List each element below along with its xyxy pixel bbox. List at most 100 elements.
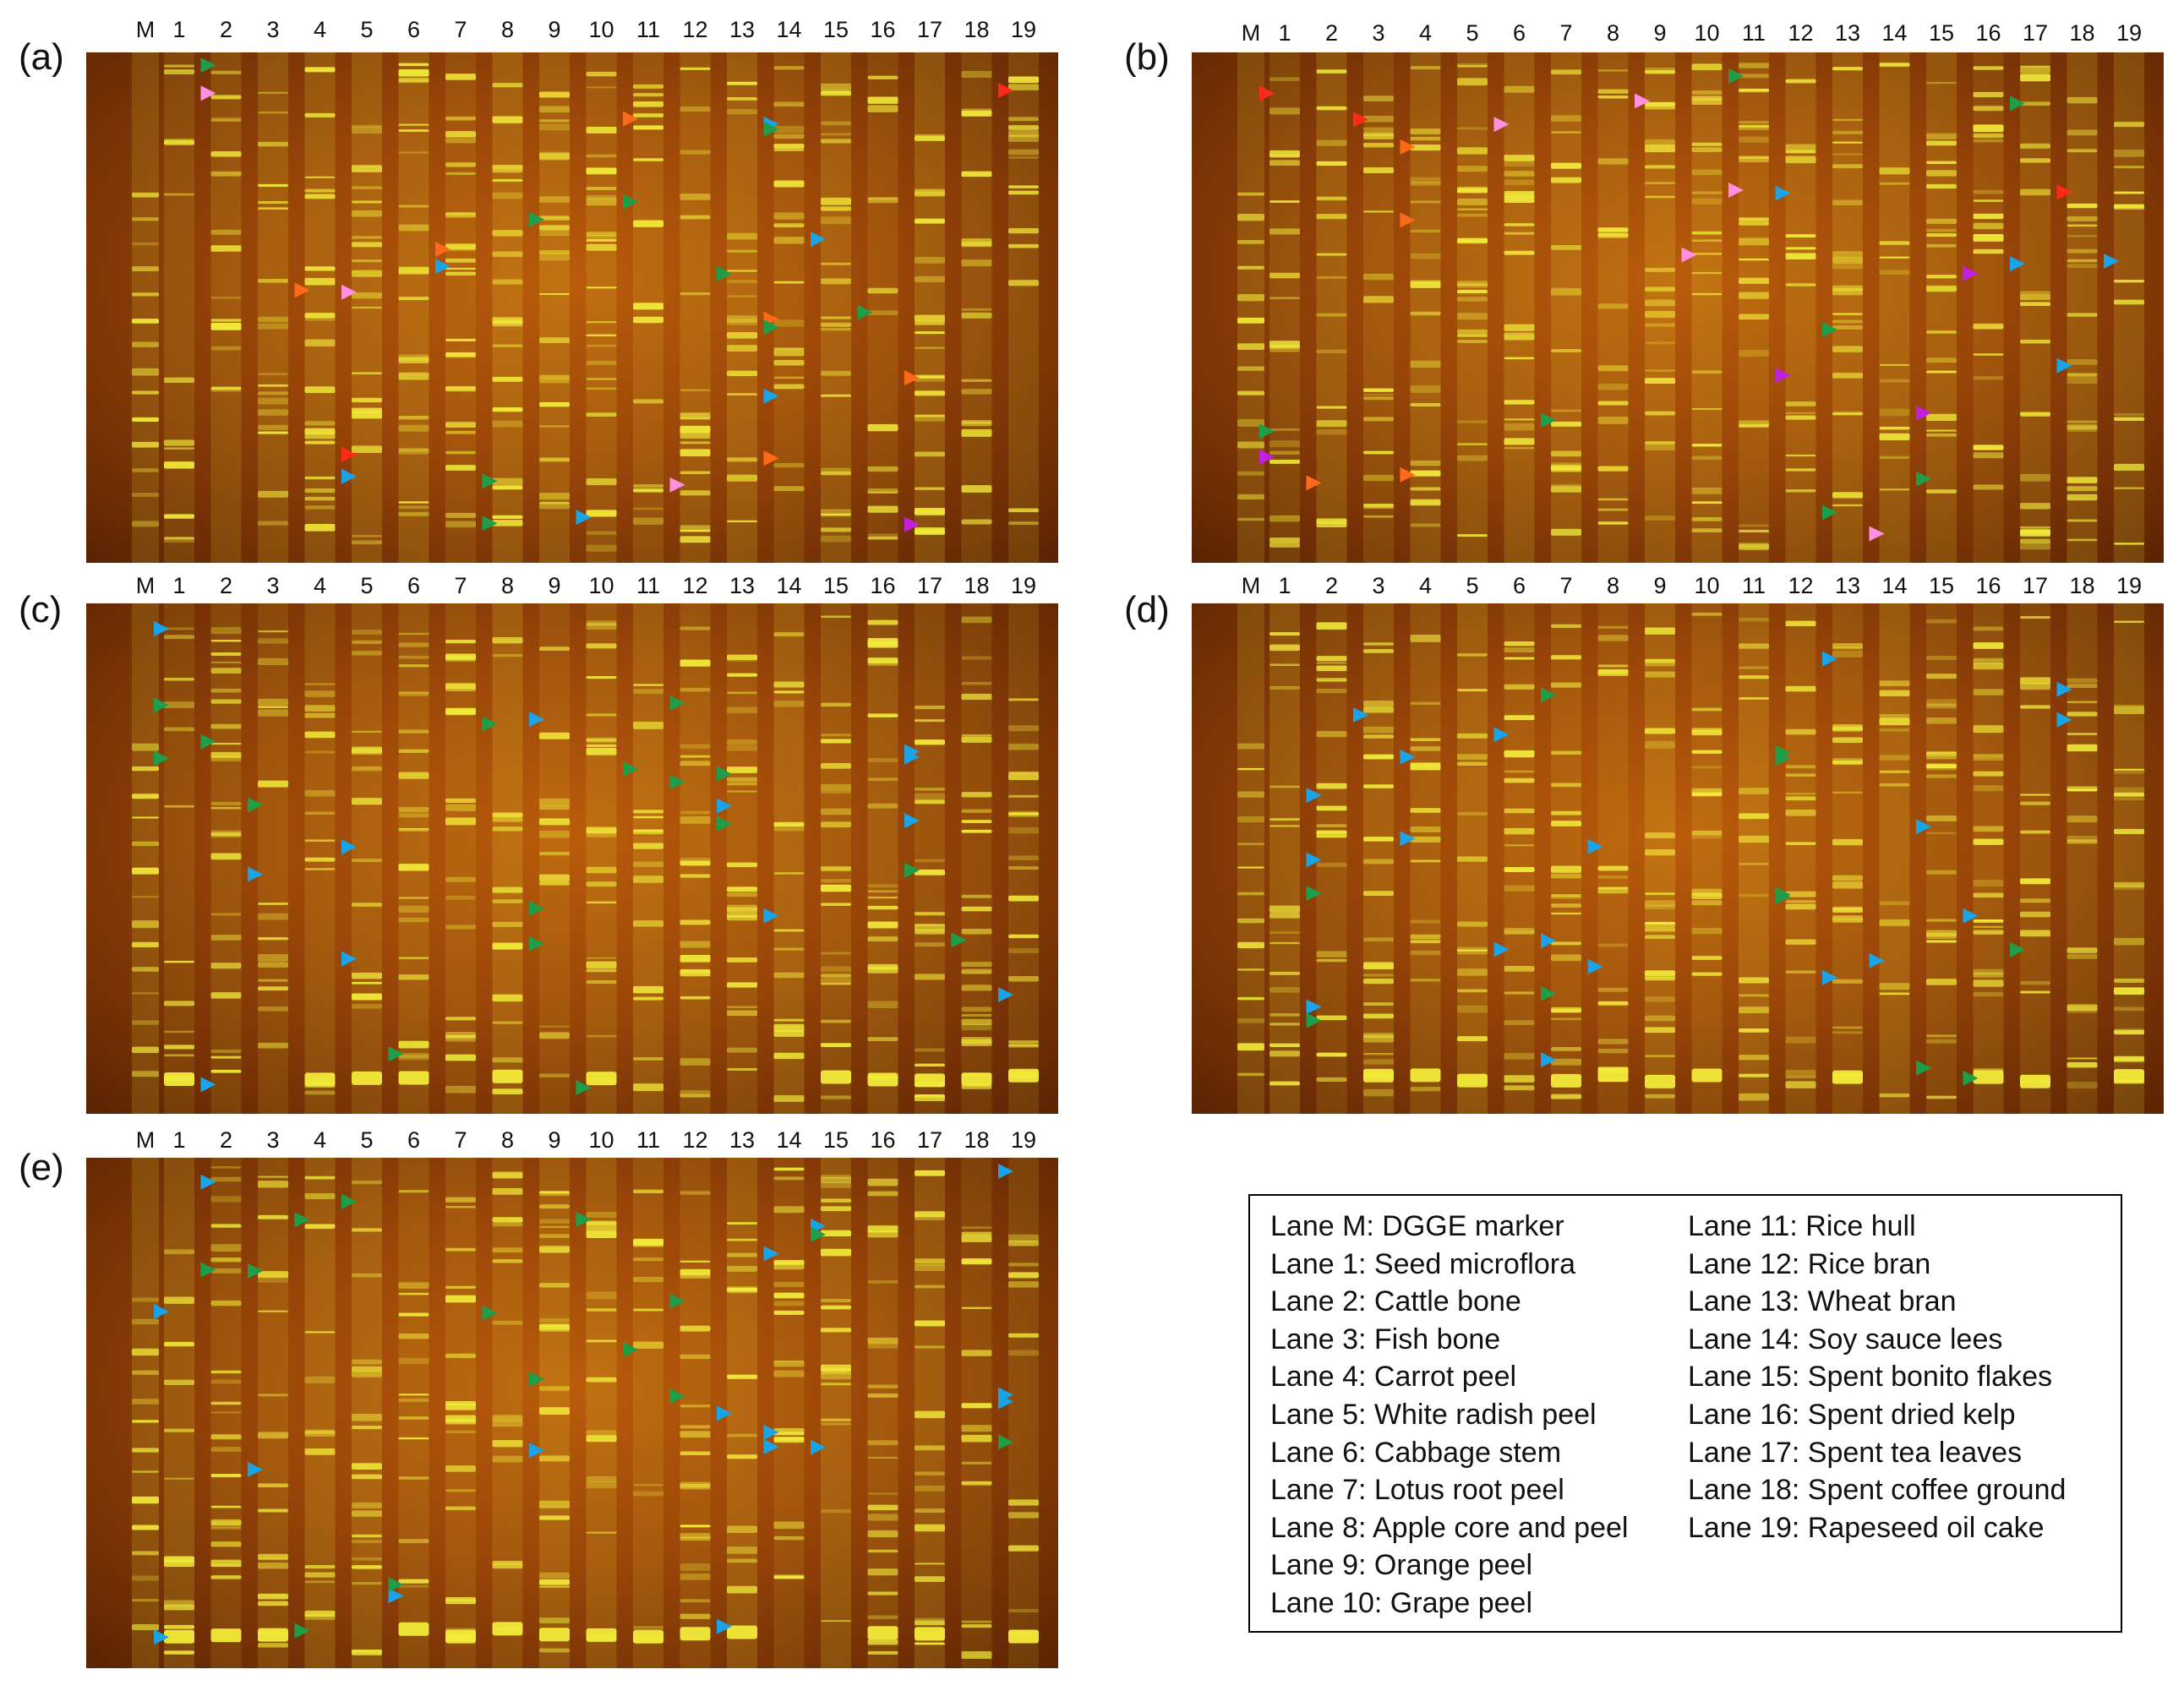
- gel-band: [1739, 696, 1769, 700]
- gel-band: [132, 1448, 159, 1453]
- gel-band: [2020, 101, 2050, 106]
- lane-smear: [398, 52, 429, 563]
- gel-band: [1926, 357, 1957, 363]
- gel-band: [633, 810, 663, 814]
- gel-band: [2067, 733, 2098, 735]
- band-marker-arrow-icon: [904, 516, 920, 532]
- gel-band: [680, 874, 711, 878]
- gel-band: [1410, 136, 1441, 141]
- gel-band: [1363, 210, 1394, 213]
- gel-band: [1504, 250, 1535, 255]
- gel-band: [821, 139, 851, 144]
- gel-band: [1457, 856, 1488, 862]
- gel-band: [352, 242, 382, 248]
- gel-band: [539, 501, 570, 505]
- gel-band: [539, 1628, 570, 1642]
- lane-number-label: 10: [588, 1127, 614, 1153]
- gel-band: [1504, 438, 1535, 445]
- gel-band: [1926, 489, 1957, 494]
- gel-band: [2020, 65, 2050, 68]
- gel-band: [1645, 1094, 1675, 1099]
- gel-band: [539, 215, 570, 221]
- gel-band: [867, 466, 898, 472]
- gel-band: [961, 1481, 992, 1486]
- gel-band: [633, 316, 663, 324]
- gel-band: [727, 914, 757, 918]
- gel-band: [915, 859, 945, 863]
- band-marker-arrow-icon: [341, 284, 357, 300]
- gel-band: [1879, 270, 1910, 275]
- gel-band: [164, 960, 194, 963]
- gel-band: [210, 1268, 242, 1274]
- gel-band: [1457, 78, 1488, 86]
- gel-band: [445, 385, 476, 390]
- gel-band: [1237, 1017, 1264, 1023]
- gel-band: [1832, 906, 1863, 910]
- band-marker-arrow-icon: [1306, 1012, 1322, 1028]
- lane-number-label: 8: [500, 17, 515, 42]
- gel-band: [821, 1305, 851, 1310]
- gel-band: [398, 63, 429, 67]
- gel-band: [633, 101, 663, 107]
- lane-smear: [586, 1158, 617, 1668]
- gel-band: [1316, 69, 1347, 74]
- gel-band: [1785, 253, 1816, 260]
- lane-smear: [1926, 52, 1957, 563]
- gel-band: [680, 536, 711, 543]
- lane-number-label: 9: [548, 17, 561, 42]
- gel-band: [445, 1054, 476, 1061]
- gel-band: [258, 1508, 288, 1513]
- gel-band: [586, 961, 617, 968]
- band-marker-arrow-icon: [482, 716, 498, 732]
- gel-band: [132, 1297, 159, 1302]
- gel-band: [915, 705, 945, 710]
- gel-band: [1832, 737, 1863, 744]
- gel-band: [867, 936, 898, 942]
- gel-band: [727, 1374, 757, 1379]
- lane-number-label: 2: [219, 1127, 233, 1153]
- gel-band: [164, 1428, 194, 1432]
- gel-band: [1410, 808, 1441, 813]
- gel-band: [1785, 728, 1816, 735]
- gel-band: [445, 925, 476, 930]
- gel-band: [680, 490, 711, 496]
- gel-band: [1504, 223, 1535, 226]
- gel-band: [821, 1198, 851, 1203]
- gel-band: [821, 978, 851, 985]
- gel-band: [633, 1242, 663, 1247]
- gel-band: [258, 521, 288, 526]
- gel-band: [164, 1650, 194, 1655]
- gel-band: [1008, 975, 1039, 982]
- gel-band: [2114, 706, 2144, 714]
- gel-band: [1551, 485, 1581, 493]
- gel-band: [586, 744, 617, 748]
- gel-band: [586, 866, 617, 874]
- gel-band: [398, 1622, 429, 1636]
- gel-band: [1269, 905, 1300, 914]
- gel-band: [2067, 1057, 2098, 1060]
- gel-band: [586, 1377, 617, 1383]
- gel-band: [586, 1072, 617, 1086]
- gel-band: [492, 1320, 523, 1325]
- lane-smear: [633, 1158, 663, 1668]
- gel-band: [1316, 830, 1347, 834]
- gel-band: [773, 1206, 805, 1214]
- gel-band: [2020, 503, 2050, 510]
- gel-band: [1597, 1068, 1629, 1083]
- gel-band: [2114, 881, 2144, 888]
- gel-band: [1926, 751, 1957, 756]
- gel-band: [1973, 1070, 2004, 1084]
- gel-band: [1645, 658, 1675, 663]
- gel-band: [398, 511, 429, 516]
- gel-band: [680, 1094, 711, 1098]
- gel-band: [2067, 259, 2098, 263]
- gel-band: [1504, 1075, 1535, 1083]
- gel-band: [1269, 440, 1300, 448]
- gel-band: [633, 399, 663, 404]
- gel-band: [445, 1034, 476, 1038]
- gel-band: [1457, 127, 1488, 130]
- gel-band: [1739, 136, 1769, 143]
- gel-band: [1926, 433, 1957, 437]
- gel-band: [445, 422, 476, 428]
- gel-band: [727, 691, 757, 695]
